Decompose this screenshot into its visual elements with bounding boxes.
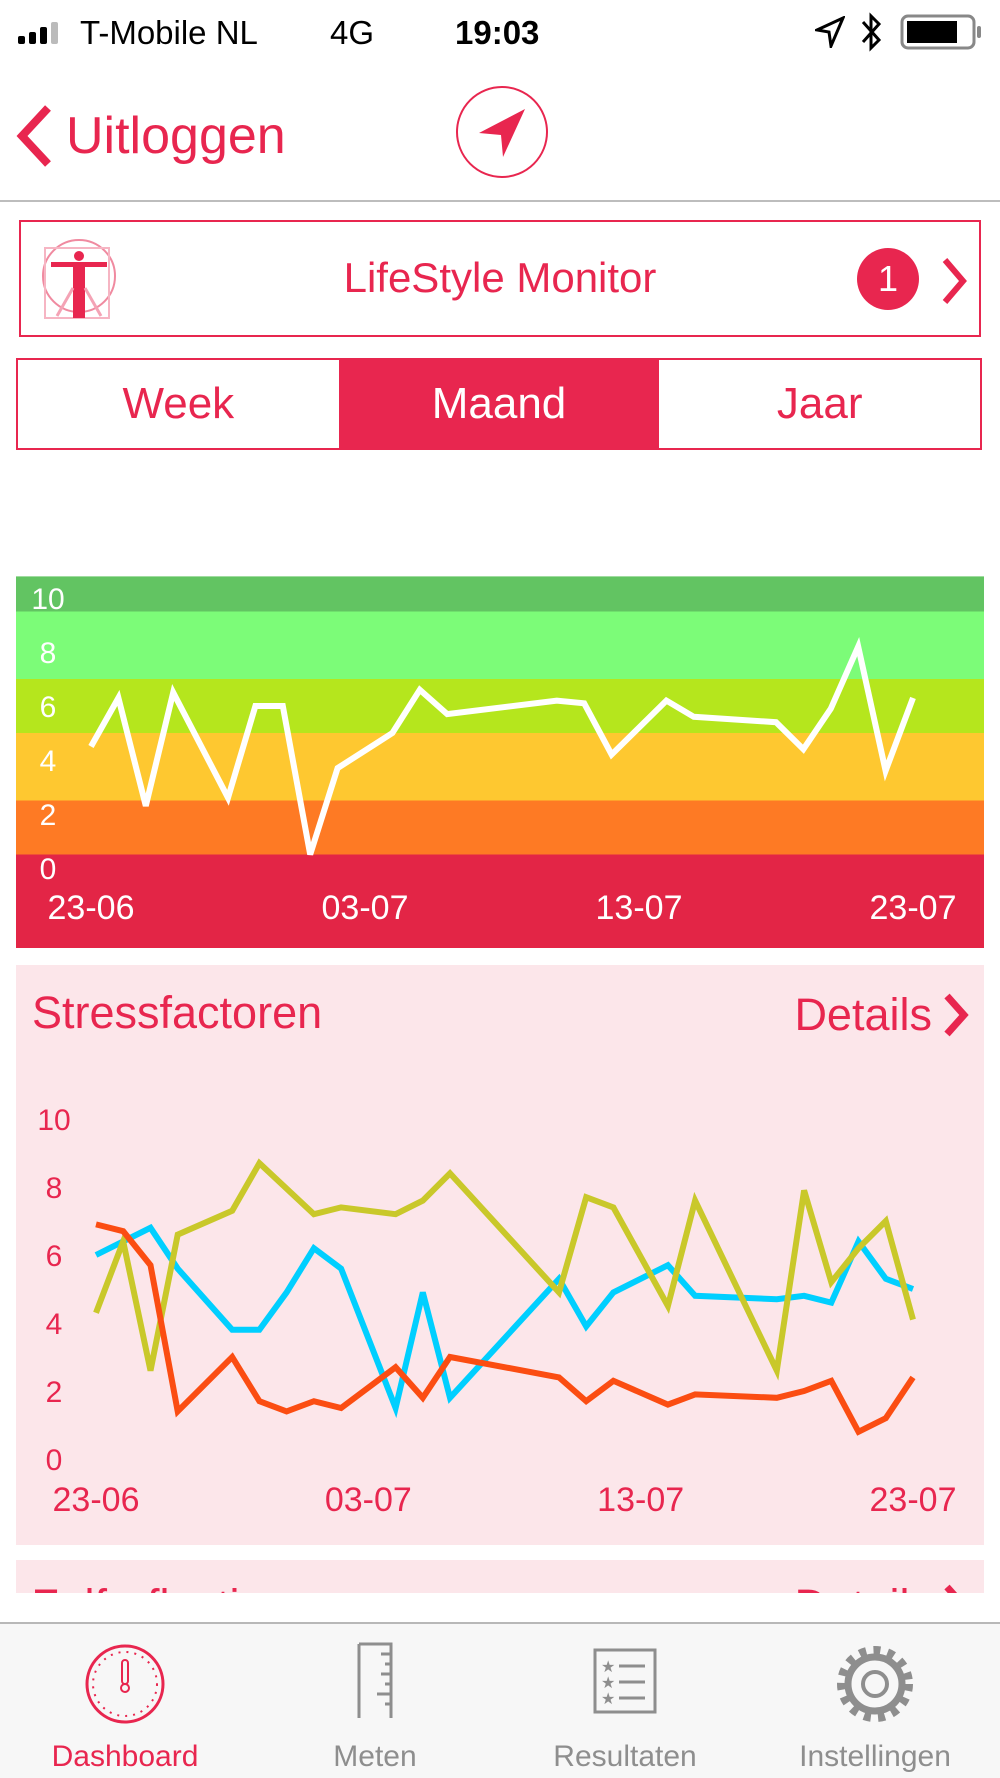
y-tick-label: 0 [40,853,57,886]
svg-text:★: ★ [601,1675,615,1692]
x-tick-label: 13-07 [596,889,683,927]
tab-meten[interactable]: Meten [250,1624,500,1778]
bluetooth-icon [861,12,882,52]
x-tick-label: 23-07 [870,1481,957,1519]
gear-icon [837,1646,913,1722]
location-button[interactable] [456,86,548,178]
tab-label: Instellingen [799,1740,951,1773]
zelfreflectie-title: Zelfreflectie [32,1580,265,1593]
y-tick-label: 10 [37,1104,70,1137]
chevron-right-icon [944,491,969,535]
y-tick-label: 2 [46,1376,63,1409]
stressfactoren-chart: 0 2 4 6 8 10 23-06 03-07 13-07 23-07 [37,1104,957,1519]
x-tick-label: 03-07 [325,1481,412,1519]
series-line-2 [95,1221,916,1436]
x-tick-label: 23-07 [870,889,957,927]
network-type: 4G [330,14,375,51]
segment-jaar[interactable]: Jaar [776,379,863,428]
y-tick-label: 4 [46,1308,63,1341]
battery-icon [900,14,981,50]
clock: 19:03 [455,14,540,51]
relax-index-title: Relax Index [32,485,270,536]
chevron-right-icon [942,258,967,304]
chevron-right-icon [944,993,969,1037]
logout-back-button[interactable]: Uitloggen [14,96,286,176]
y-tick-label: 4 [40,745,57,778]
series-line-0 [88,637,916,856]
y-tick-label: 6 [46,1240,63,1273]
carrier-name: T-Mobile NL [80,14,258,51]
details-label: Details [794,989,932,1040]
ruler-icon [357,1642,393,1718]
svg-text:★: ★ [601,1659,615,1676]
signal-icon [18,22,58,44]
segment-maand[interactable]: Maand [338,360,660,448]
zelf-details-button[interactable]: Details [794,1580,970,1593]
lifestyle-monitor-title: LifeStyle Monitor [343,254,657,301]
zone-band [16,733,984,801]
navigation-bar: Uitloggen [0,66,1000,202]
tab-bar: Dashboard Meten ★ ★ ★ Resultaten Instellin… [0,1622,1000,1778]
stress-details-button[interactable]: Details [794,989,970,1041]
relax-index-chart: 0 2 4 6 8 10 23-06 03-07 13-07 23-07 [16,576,984,948]
x-tick-label: 13-07 [597,1481,684,1519]
vitruvian-man-icon [42,239,116,319]
zone-band [16,854,984,948]
chevron-right-icon [944,1584,958,1593]
tab-label: Resultaten [553,1740,697,1773]
stressfactoren-title: Stressfactoren [32,987,323,1038]
speedometer-icon [85,1644,165,1724]
zone-band [16,611,984,679]
details-label: Details [794,487,932,538]
tab-label: Dashboard [51,1740,199,1773]
stressfactoren-card: 0 2 4 6 8 10 23-06 03-07 13-07 23-07 Stressfactor… [16,965,984,1545]
svg-text:★: ★ [601,1691,615,1708]
y-tick-label: 10 [31,583,64,616]
relax-index-card: 0 2 4 6 8 10 23-06 03-07 13-07 23-07 Relax Index … [16,463,984,948]
logout-label: Uitloggen [66,107,286,165]
tab-dashboard[interactable]: Dashboard [0,1624,250,1778]
zone-band [16,576,984,612]
notification-badge: 1 [857,248,919,310]
lifestyle-monitor-card[interactable]: LifeStyle Monitor 1 [19,220,981,337]
y-tick-label: 6 [40,691,57,724]
y-tick-label: 8 [40,637,57,670]
series-line-0 [94,1223,915,1419]
series-line-1 [93,1158,916,1381]
segment-week[interactable]: Week [122,379,235,428]
tab-instellingen[interactable]: Instellingen [750,1624,1000,1778]
chevron-left-icon [16,105,51,167]
period-segmented-control: Week Maand Jaar [16,358,982,450]
y-tick-label: 0 [46,1444,63,1477]
x-tick-label: 23-06 [48,889,135,927]
tab-resultaten[interactable]: ★ ★ ★ Resultaten [500,1624,750,1778]
location-arrow-icon [479,109,525,157]
star-list-icon: ★★★ [593,1648,657,1714]
relax-details-button[interactable]: Details [794,487,970,539]
y-tick-label: 2 [40,799,57,832]
y-tick-label: 8 [46,1172,63,1205]
x-tick-label: 23-06 [53,1481,140,1519]
status-bar: T-Mobile NL 4G 19:03 [0,0,1000,66]
zelfreflectie-card[interactable]: Zelfreflectie Details [16,1560,984,1593]
zone-band [16,800,984,855]
x-tick-label: 03-07 [322,889,409,927]
location-arrow-icon [815,16,845,48]
tab-label: Meten [333,1740,417,1773]
details-label: Details [794,1580,932,1593]
